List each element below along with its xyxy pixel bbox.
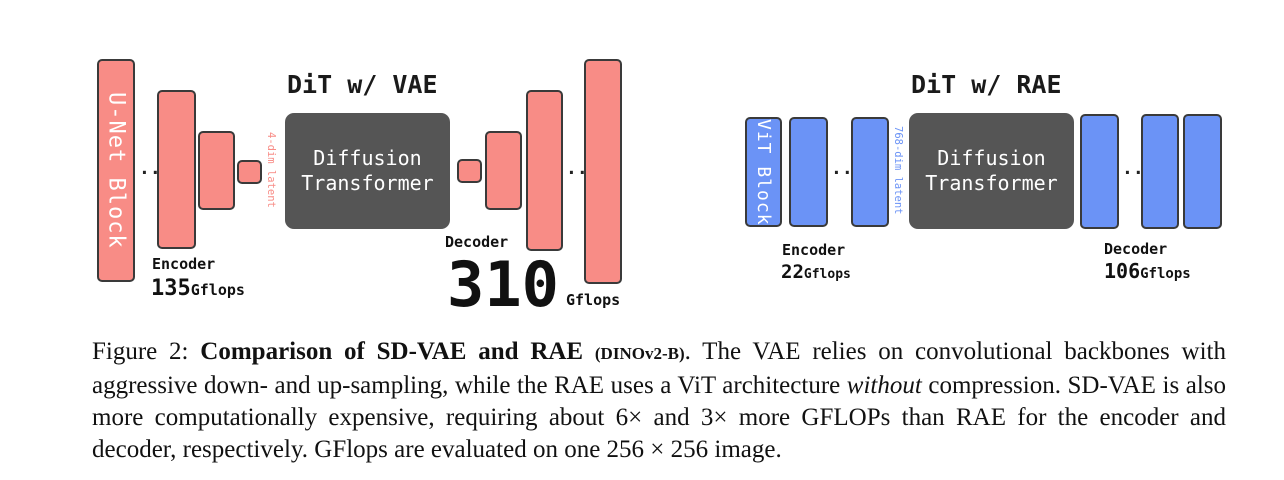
rae-decoder-flops-unit: Gflops xyxy=(1140,266,1191,282)
rae-diffusion-transformer: Diffusion Transformer xyxy=(909,113,1074,229)
rae-decoder-block-2 xyxy=(1141,114,1179,229)
vae-title: DiT w/ VAE xyxy=(287,70,438,99)
caption-prefix: Figure 2: xyxy=(92,338,201,365)
rae-encoder-block-3 xyxy=(851,117,889,227)
rae-encoder-flops: 22Gflops xyxy=(781,261,851,283)
vae-encoder-flops-value: 135 xyxy=(151,276,191,301)
vae-encoder-label: Encoder xyxy=(152,255,216,273)
vae-encoder-flops-unit: Gflops xyxy=(190,281,245,299)
vae-encoder-block-2 xyxy=(198,131,235,210)
vae-decoder-block-3 xyxy=(526,90,563,251)
rae-encoder-flops-unit: Gflops xyxy=(803,267,851,282)
vae-decoder-block-2 xyxy=(485,131,522,210)
rae-latent-label: 768-dim latent xyxy=(892,126,904,215)
rae-title: DiT w/ RAE xyxy=(911,70,1062,99)
caption-italic: without xyxy=(846,372,922,399)
caption-math: 256 × 256 xyxy=(606,436,709,463)
caption-text-1: . The VAE relies on convolutional backbo… xyxy=(92,338,1227,399)
vae-encoder-flops: 135Gflops xyxy=(151,276,245,301)
vit-block: ViT Block xyxy=(745,117,782,227)
vae-latent-label: 4-dim latent xyxy=(265,132,277,208)
vae-diffusion-transformer: Diffusion Transformer xyxy=(285,113,450,229)
vae-encoder-block-3 xyxy=(237,160,262,184)
rae-decoder-label: Decoder xyxy=(1104,240,1168,258)
rae-encoder-flops-value: 22 xyxy=(781,261,804,283)
unet-block-label: U-Net Block xyxy=(103,92,129,249)
vae-decoder-flops-value: 310 xyxy=(447,248,559,321)
caption-bold: Comparison of SD-VAE and RAE xyxy=(200,338,595,365)
caption-text-2: compression. SD-VAE is also more computa… xyxy=(92,372,1226,463)
vae-decoder-flops-unit: Gflops xyxy=(566,291,621,309)
rae-encoder-label: Encoder xyxy=(782,241,846,259)
vae-decoder-block-4 xyxy=(584,59,622,284)
rae-decoder-flops: 106Gflops xyxy=(1104,259,1191,283)
caption-text-3: image. xyxy=(708,436,782,463)
caption-bold-small: (DINOv2-B) xyxy=(594,344,685,363)
rae-decoder-block-3 xyxy=(1183,114,1222,229)
vit-block-label: ViT Block xyxy=(753,118,774,226)
rae-encoder-block-2 xyxy=(789,117,828,227)
vae-decoder-block-1 xyxy=(457,159,482,183)
unet-block: U-Net Block xyxy=(97,59,135,282)
vae-encoder-block-1 xyxy=(157,90,196,249)
vae-decoder-label: Decoder xyxy=(445,233,509,251)
rae-decoder-block-1 xyxy=(1080,114,1119,229)
figure-caption: Figure 2: Comparison of SD-VAE and RAE (… xyxy=(92,336,1226,466)
rae-decoder-flops-value: 106 xyxy=(1104,259,1141,283)
